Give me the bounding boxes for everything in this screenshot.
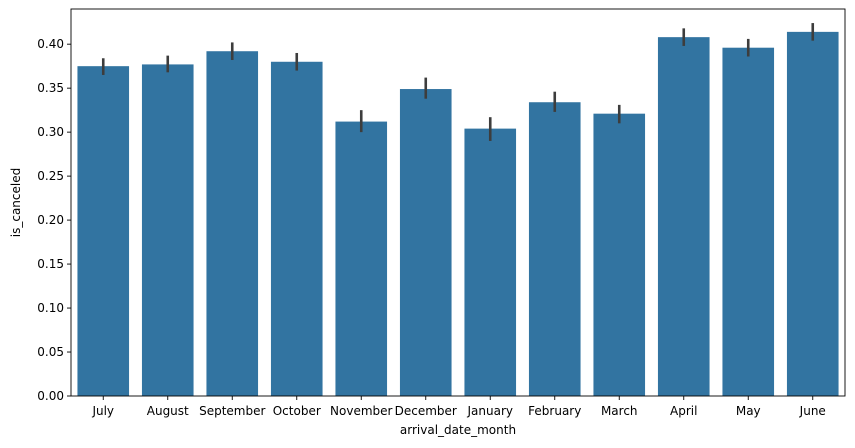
- y-tick-label: 0.05: [37, 345, 64, 359]
- bar-january: [464, 128, 517, 396]
- y-tick-label: 0.00: [37, 389, 64, 403]
- y-tick-label: 0.30: [37, 125, 64, 139]
- x-tick-label: December: [395, 404, 457, 418]
- bar-december: [399, 89, 452, 396]
- x-tick-label: November: [330, 404, 392, 418]
- bar-may: [722, 47, 775, 396]
- x-tick-label: March: [601, 404, 638, 418]
- x-tick-label: October: [273, 404, 321, 418]
- x-tick-label: May: [736, 404, 761, 418]
- bar-february: [528, 102, 581, 396]
- y-axis: 0.00 0.05 0.10 0.15 0.20 0.25 0.30 0.35 0.40: [37, 37, 71, 403]
- x-tick-label: January: [467, 404, 514, 418]
- y-tick-label: 0.35: [37, 81, 64, 95]
- bar-july: [77, 66, 130, 397]
- bar-september: [206, 51, 259, 396]
- y-tick-label: 0.40: [37, 37, 64, 51]
- bars-group: [77, 31, 839, 397]
- x-tick-label: April: [670, 404, 697, 418]
- error-bars-group: [101, 23, 815, 141]
- y-tick-label: 0.15: [37, 257, 64, 271]
- plot-frame: [70, 8, 846, 397]
- bar-april: [657, 37, 710, 397]
- y-axis-label: is_canceled: [9, 168, 23, 237]
- bar-august: [141, 64, 194, 396]
- bar-march: [593, 113, 646, 397]
- bar-november: [335, 121, 388, 396]
- bar-june: [786, 31, 839, 397]
- x-tick-label: August: [147, 404, 189, 418]
- x-tick-label: June: [799, 404, 826, 418]
- y-tick-label: 0.20: [37, 213, 64, 227]
- y-tick-label: 0.10: [37, 301, 64, 315]
- x-axis: July August September October November Decemb…: [91, 396, 826, 418]
- x-tick-label: July: [91, 404, 114, 418]
- x-tick-label: September: [199, 404, 265, 418]
- bar-october: [270, 61, 323, 397]
- x-tick-label: February: [528, 404, 581, 418]
- x-axis-label: arrival_date_month: [400, 423, 516, 437]
- y-tick-label: 0.25: [37, 169, 64, 183]
